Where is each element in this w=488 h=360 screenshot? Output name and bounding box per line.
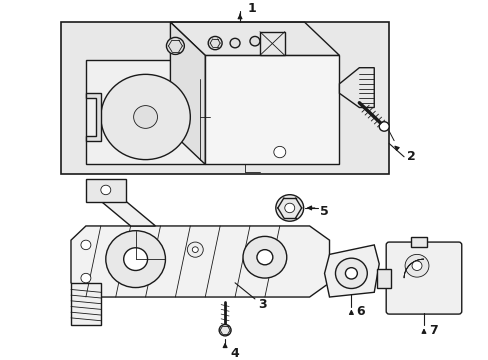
Bar [61, 22, 388, 174]
Circle shape [411, 261, 421, 270]
Circle shape [81, 240, 91, 249]
Circle shape [345, 267, 357, 279]
Circle shape [404, 255, 428, 277]
Circle shape [81, 273, 91, 283]
Text: 5: 5 [319, 205, 327, 218]
Bar [410, 237, 426, 247]
Circle shape [192, 247, 198, 252]
Circle shape [187, 242, 203, 257]
Circle shape [123, 248, 147, 270]
Circle shape [101, 75, 190, 159]
Text: 1: 1 [247, 3, 256, 15]
Bar [376, 269, 390, 288]
Text: 4: 4 [230, 347, 238, 360]
Circle shape [219, 324, 231, 336]
Polygon shape [339, 68, 373, 108]
Circle shape [208, 36, 222, 50]
Circle shape [166, 37, 184, 54]
Polygon shape [170, 22, 205, 165]
Text: 6: 6 [356, 305, 364, 318]
Polygon shape [71, 226, 329, 297]
Circle shape [101, 185, 111, 195]
Circle shape [230, 38, 240, 48]
Bar [71, 283, 101, 325]
Polygon shape [170, 22, 339, 55]
Circle shape [105, 231, 165, 288]
Polygon shape [91, 193, 155, 226]
Polygon shape [324, 245, 379, 297]
Circle shape [284, 203, 294, 213]
Polygon shape [86, 179, 125, 202]
Circle shape [243, 237, 286, 278]
Text: 7: 7 [428, 324, 437, 337]
Circle shape [133, 105, 157, 129]
Circle shape [379, 122, 388, 131]
Circle shape [249, 36, 260, 46]
Polygon shape [86, 60, 205, 165]
Text: 2: 2 [406, 150, 415, 163]
Circle shape [256, 249, 272, 265]
Circle shape [273, 147, 285, 158]
Polygon shape [86, 93, 101, 141]
FancyBboxPatch shape [386, 242, 461, 314]
Polygon shape [260, 32, 284, 55]
Circle shape [275, 195, 303, 221]
Circle shape [335, 258, 366, 288]
Bar [205, 55, 339, 165]
Text: 3: 3 [257, 298, 266, 311]
